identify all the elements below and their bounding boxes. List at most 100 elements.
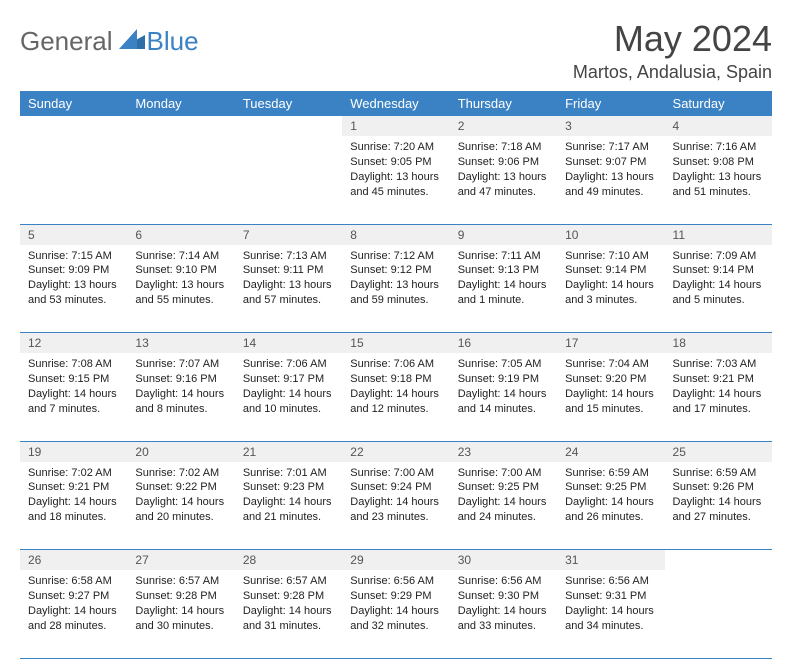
logo: General Blue: [20, 18, 199, 57]
day-number: 5: [20, 224, 127, 245]
calendar-table: Sunday Monday Tuesday Wednesday Thursday…: [20, 91, 772, 659]
day-number: [235, 116, 342, 136]
sunrise-text: Sunrise: 7:00 AM: [458, 466, 549, 481]
day-cell: Sunrise: 6:57 AMSunset: 9:28 PMDaylight:…: [127, 570, 234, 658]
daylight-text: Daylight: 13 hours and 55 minutes.: [135, 278, 226, 308]
sunrise-text: Sunrise: 7:03 AM: [673, 357, 764, 372]
day-info-row: Sunrise: 7:20 AMSunset: 9:05 PM Daylight:…: [20, 136, 772, 224]
day-cell: Sunrise: 6:56 AMSunset: 9:30 PMDaylight:…: [450, 570, 557, 658]
day-cell: Sunrise: 6:59 AMSunset: 9:26 PMDaylight:…: [665, 462, 772, 550]
sunrise-text: Sunrise: 7:16 AM: [673, 140, 764, 155]
day-cell: Sunrise: 7:12 AMSunset: 9:12 PMDaylight:…: [342, 245, 449, 333]
day-cell: [127, 136, 234, 224]
sunrise-text: Sunrise: 7:18 AM: [458, 140, 549, 155]
daylight-text: Daylight: 14 hours and 20 minutes.: [135, 495, 226, 525]
daylight-text: Daylight: 14 hours and 15 minutes.: [565, 387, 656, 417]
sunset-text: Sunset: 9:14 PM: [565, 263, 656, 278]
sunrise-text: Sunrise: 7:02 AM: [28, 466, 119, 481]
day-cell-content: Sunrise: 7:20 AMSunset: 9:05 PMDaylight:…: [342, 136, 449, 205]
day-cell: Sunrise: 6:56 AMSunset: 9:29 PMDaylight:…: [342, 570, 449, 658]
month-title: May 2024: [573, 18, 772, 60]
sunrise-text: Sunrise: 6:59 AM: [673, 466, 764, 481]
sunset-text: Sunset: 9:19 PM: [458, 372, 549, 387]
day-number-row: 12131415161718: [20, 333, 772, 354]
sunrise-text: Sunrise: 7:15 AM: [28, 249, 119, 264]
day-cell: Sunrise: 7:06 AMSunset: 9:18 PMDaylight:…: [342, 353, 449, 441]
daylight-text: Daylight: 14 hours and 21 minutes.: [243, 495, 334, 525]
col-wednesday: Wednesday: [342, 91, 449, 116]
daylight-text: Daylight: 14 hours and 28 minutes.: [28, 604, 119, 634]
calendar-page: General Blue May 2024 Martos, Andalusia,…: [0, 0, 792, 669]
day-cell: Sunrise: 7:17 AMSunset: 9:07 PMDaylight:…: [557, 136, 664, 224]
title-block: May 2024 Martos, Andalusia, Spain: [573, 18, 772, 83]
day-cell: Sunrise: 7:09 AMSunset: 9:14 PMDaylight:…: [665, 245, 772, 333]
sunset-text: Sunset: 9:21 PM: [673, 372, 764, 387]
day-number: 13: [127, 333, 234, 354]
sunset-text: Sunset: 9:05 PM: [350, 155, 441, 170]
sunset-text: Sunset: 9:30 PM: [458, 589, 549, 604]
sunrise-text: Sunrise: 6:56 AM: [458, 574, 549, 589]
day-info-row: Sunrise: 7:15 AMSunset: 9:09 PMDaylight:…: [20, 245, 772, 333]
day-number: 27: [127, 550, 234, 571]
day-cell-content: Sunrise: 7:06 AMSunset: 9:17 PMDaylight:…: [235, 353, 342, 422]
day-cell: Sunrise: 7:20 AMSunset: 9:05 PMDaylight:…: [342, 136, 449, 224]
day-number: 18: [665, 333, 772, 354]
day-cell: Sunrise: 7:16 AMSunset: 9:08 PMDaylight:…: [665, 136, 772, 224]
daylight-text: Daylight: 14 hours and 1 minute.: [458, 278, 549, 308]
day-cell: Sunrise: 7:14 AMSunset: 9:10 PMDaylight:…: [127, 245, 234, 333]
day-number: 25: [665, 441, 772, 462]
day-cell: [665, 570, 772, 658]
daylight-text: Daylight: 14 hours and 12 minutes.: [350, 387, 441, 417]
daylight-text: Daylight: 14 hours and 24 minutes.: [458, 495, 549, 525]
sunset-text: Sunset: 9:07 PM: [565, 155, 656, 170]
sunset-text: Sunset: 9:23 PM: [243, 480, 334, 495]
sunrise-text: Sunrise: 7:00 AM: [350, 466, 441, 481]
day-cell-content: Sunrise: 7:07 AMSunset: 9:16 PMDaylight:…: [127, 353, 234, 422]
day-cell-content: Sunrise: 7:02 AMSunset: 9:21 PMDaylight:…: [20, 462, 127, 531]
day-number: 29: [342, 550, 449, 571]
day-cell-content: Sunrise: 7:15 AMSunset: 9:09 PMDaylight:…: [20, 245, 127, 314]
day-cell: Sunrise: 6:58 AMSunset: 9:27 PMDaylight:…: [20, 570, 127, 658]
sunset-text: Sunset: 9:15 PM: [28, 372, 119, 387]
day-cell-content: Sunrise: 7:04 AMSunset: 9:20 PMDaylight:…: [557, 353, 664, 422]
day-cell-content: Sunrise: 7:02 AMSunset: 9:22 PMDaylight:…: [127, 462, 234, 531]
day-number: 1: [342, 116, 449, 136]
logo-text-blue: Blue: [147, 26, 199, 57]
day-number: 24: [557, 441, 664, 462]
sunrise-text: Sunrise: 6:57 AM: [135, 574, 226, 589]
day-number: 7: [235, 224, 342, 245]
col-friday: Friday: [557, 91, 664, 116]
daylight-text: Daylight: 14 hours and 8 minutes.: [135, 387, 226, 417]
day-cell: Sunrise: 7:03 AMSunset: 9:21 PMDaylight:…: [665, 353, 772, 441]
sunrise-text: Sunrise: 7:02 AM: [135, 466, 226, 481]
sunrise-text: Sunrise: 7:09 AM: [673, 249, 764, 264]
sunrise-text: Sunrise: 6:58 AM: [28, 574, 119, 589]
day-cell: Sunrise: 7:13 AMSunset: 9:11 PMDaylight:…: [235, 245, 342, 333]
sunset-text: Sunset: 9:12 PM: [350, 263, 441, 278]
day-cell-content: Sunrise: 6:59 AMSunset: 9:25 PMDaylight:…: [557, 462, 664, 531]
sunset-text: Sunset: 9:28 PM: [243, 589, 334, 604]
daylight-text: Daylight: 14 hours and 10 minutes.: [243, 387, 334, 417]
daylight-text: Daylight: 13 hours and 51 minutes.: [673, 170, 764, 200]
daylight-text: Daylight: 14 hours and 3 minutes.: [565, 278, 656, 308]
day-number: 12: [20, 333, 127, 354]
sunrise-text: Sunrise: 6:56 AM: [350, 574, 441, 589]
sunset-text: Sunset: 9:16 PM: [135, 372, 226, 387]
day-cell-content: Sunrise: 6:58 AMSunset: 9:27 PMDaylight:…: [20, 570, 127, 639]
daylight-text: Daylight: 14 hours and 26 minutes.: [565, 495, 656, 525]
sunrise-text: Sunrise: 7:20 AM: [350, 140, 441, 155]
day-number: 21: [235, 441, 342, 462]
day-cell-content: Sunrise: 7:17 AMSunset: 9:07 PMDaylight:…: [557, 136, 664, 205]
sunset-text: Sunset: 9:25 PM: [565, 480, 656, 495]
day-number: 26: [20, 550, 127, 571]
daylight-text: Daylight: 13 hours and 49 minutes.: [565, 170, 656, 200]
sunrise-text: Sunrise: 7:05 AM: [458, 357, 549, 372]
sunrise-text: Sunrise: 7:01 AM: [243, 466, 334, 481]
day-number: 19: [20, 441, 127, 462]
day-cell-content: [20, 136, 127, 146]
sunrise-text: Sunrise: 7:14 AM: [135, 249, 226, 264]
sunset-text: Sunset: 9:06 PM: [458, 155, 549, 170]
day-cell: Sunrise: 7:02 AMSunset: 9:22 PMDaylight:…: [127, 462, 234, 550]
day-cell: Sunrise: 6:56 AMSunset: 9:31 PMDaylight:…: [557, 570, 664, 658]
daylight-text: Daylight: 14 hours and 18 minutes.: [28, 495, 119, 525]
